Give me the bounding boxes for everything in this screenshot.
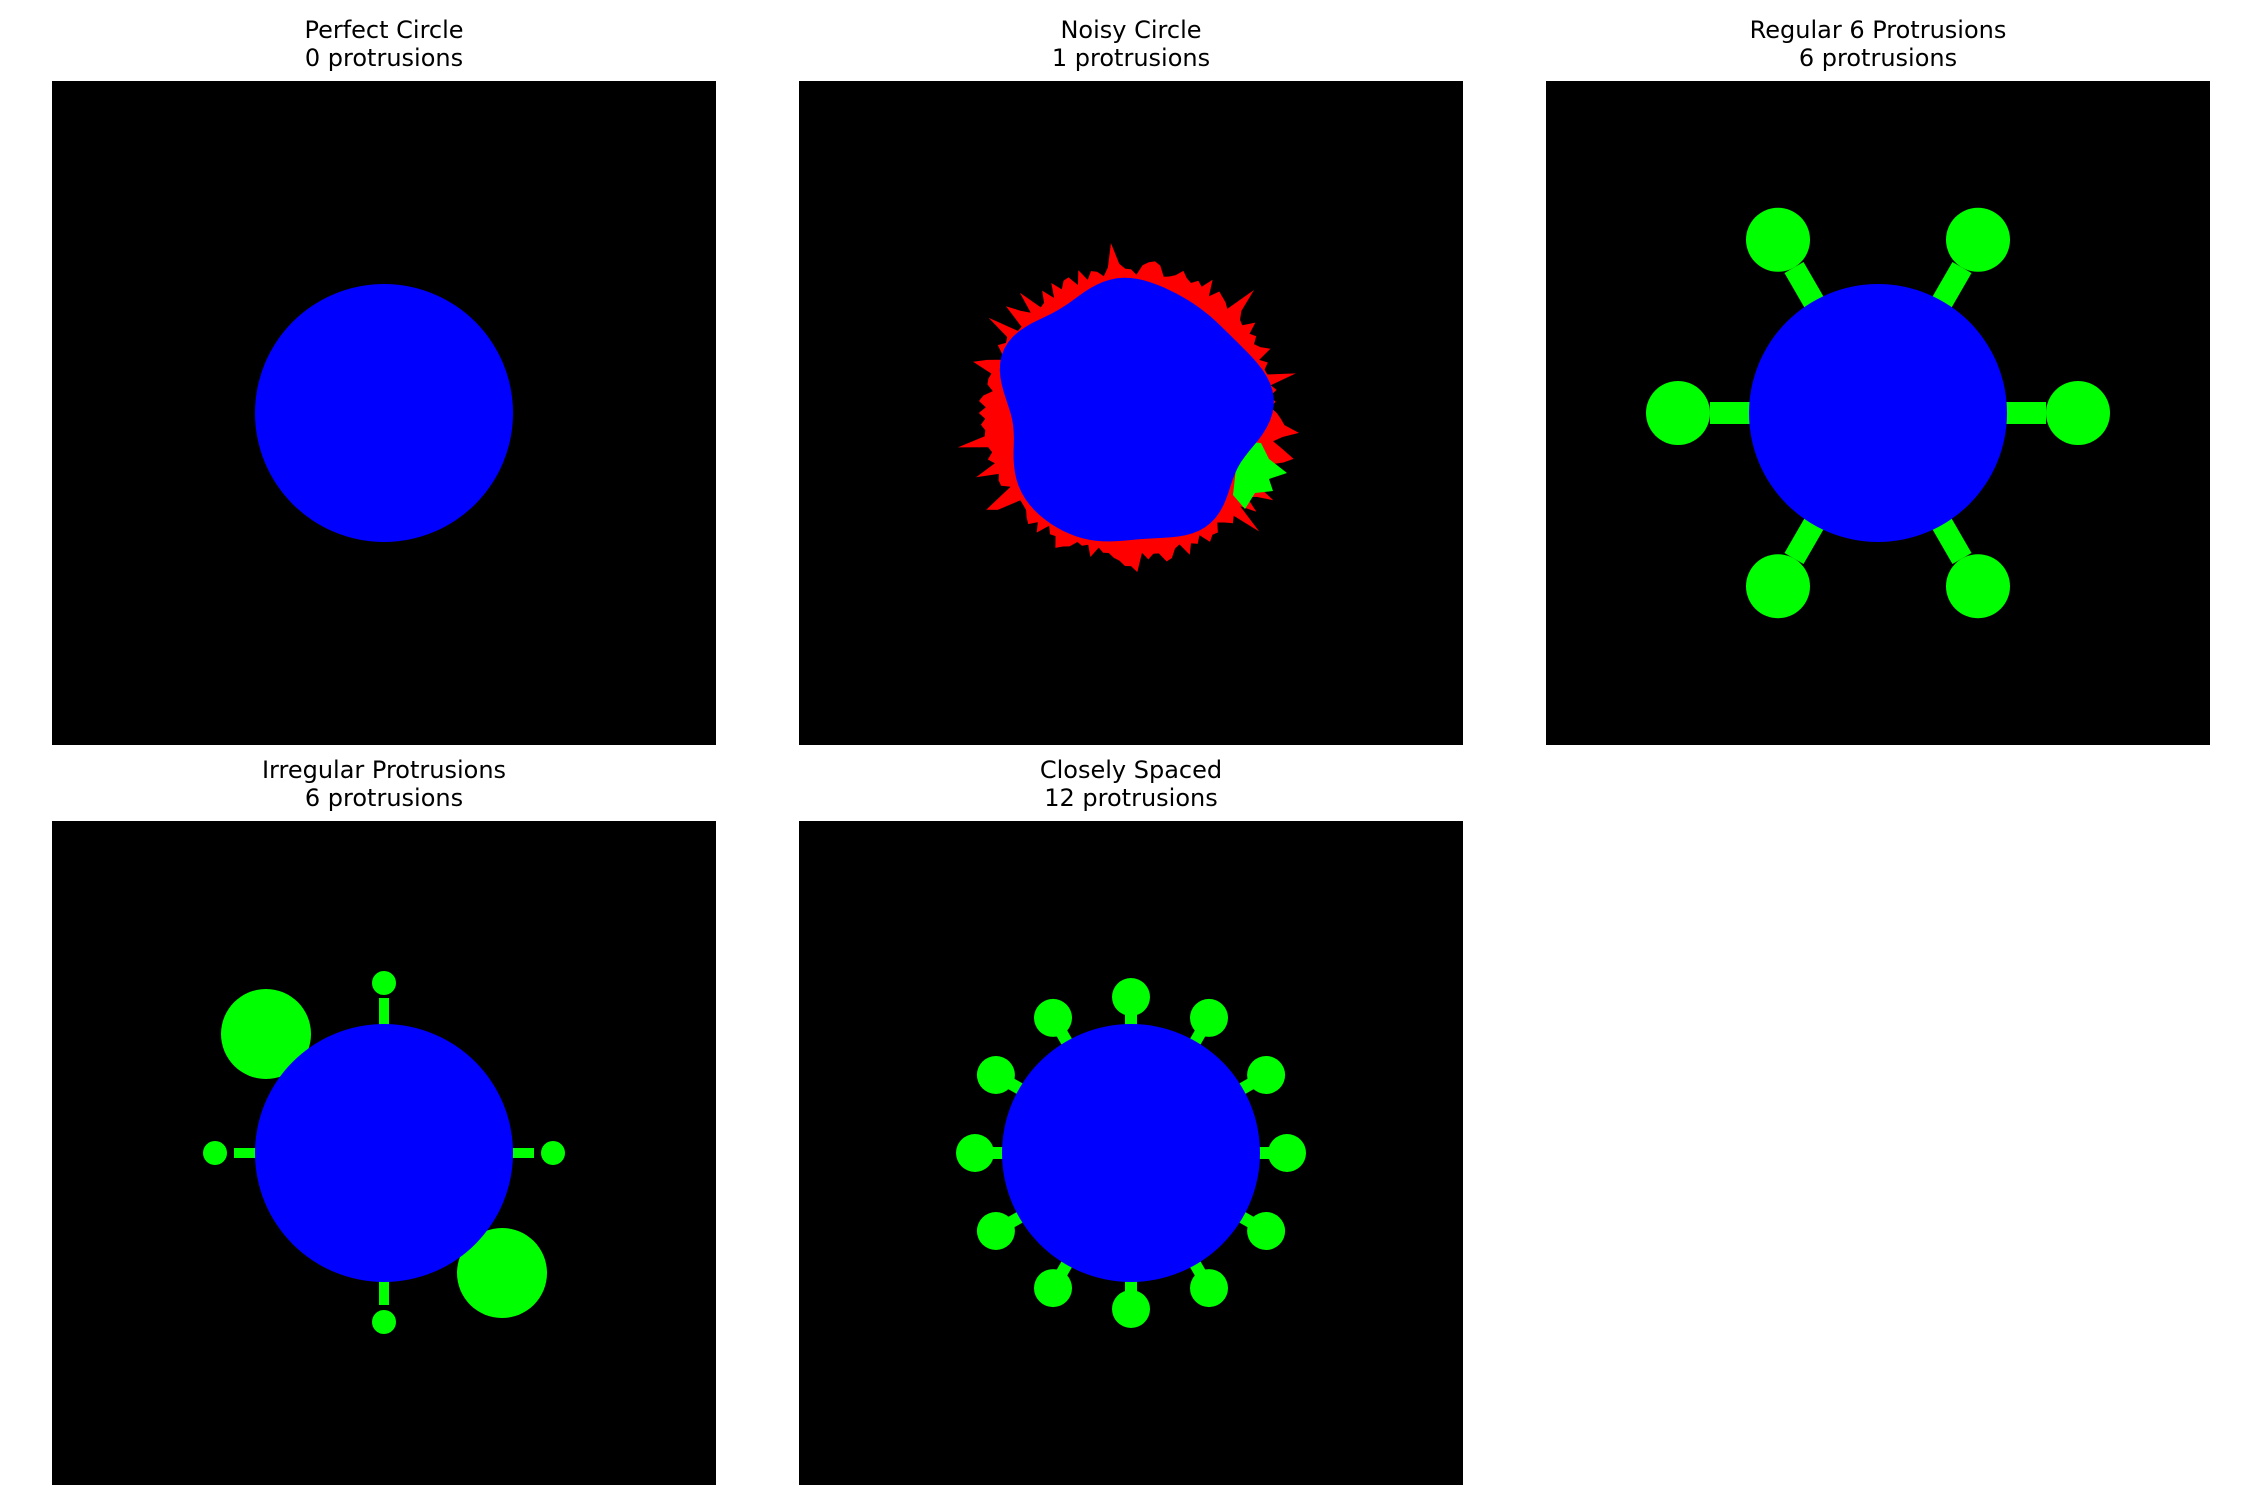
panel-title-irregular: Irregular Protrusions 6 protrusions <box>34 756 734 812</box>
panel-closely-spaced <box>799 821 1463 1485</box>
panel-title-text: Closely Spaced <box>1039 756 1223 784</box>
panel-title-text: Irregular Protrusions <box>261 756 507 784</box>
protrusion-tip <box>1247 1056 1286 1094</box>
panel-perfect-circle <box>52 81 716 745</box>
protrusion-tip <box>1946 207 2010 272</box>
panel-title-noisy-circle: Noisy Circle 1 protrusions <box>781 16 1481 72</box>
panel-title-text: Noisy Circle <box>1060 16 1202 44</box>
panel-title-closely-spaced: Closely Spaced 12 protrusions <box>781 756 1481 812</box>
panel-irregular-protrusions <box>52 821 716 1485</box>
panel-noisy-circle <box>799 81 1463 745</box>
protrusion-tip <box>1746 207 1810 272</box>
protrusion-tip <box>1112 1290 1150 1328</box>
protrusion-tip <box>1746 554 1810 619</box>
protrusion-tip <box>976 1212 1015 1250</box>
panel-title-perfect-circle: Perfect Circle 0 protrusions <box>34 16 734 72</box>
panel-subtitle-text: 12 protrusions <box>1044 784 1218 812</box>
cell-body <box>999 277 1274 542</box>
protrusion-tip <box>1946 554 2010 619</box>
protrusion-large <box>221 989 311 1079</box>
cell-body <box>1749 284 2007 542</box>
panel-regular-6-protrusions <box>1546 81 2210 745</box>
protrusion-tip <box>541 1141 565 1165</box>
panel-subtitle-text: 6 protrusions <box>1798 44 1958 72</box>
protrusion-tip <box>1112 978 1150 1016</box>
protrusion-large <box>457 1228 547 1318</box>
protrusion-tip <box>1190 998 1228 1037</box>
protrusion-tip <box>203 1141 227 1165</box>
protrusion-tip <box>372 1310 396 1334</box>
protrusion-tip <box>1034 1269 1072 1308</box>
cell-body <box>255 1024 513 1282</box>
protrusion-tip <box>1268 1134 1306 1172</box>
panel-title-regular-6: Regular 6 Protrusions 6 protrusions <box>1528 16 2228 72</box>
protrusion-tip <box>1034 998 1072 1037</box>
protrusion-fragment <box>1233 441 1287 509</box>
protrusion-tip <box>1190 1269 1228 1308</box>
protrusion-tip <box>372 971 396 995</box>
protrusion-tip <box>976 1056 1015 1094</box>
protrusion-tip <box>2046 381 2110 445</box>
panel-subtitle-text: 1 protrusions <box>1051 44 1211 72</box>
panel-subtitle-text: 6 protrusions <box>304 784 464 812</box>
cell-body <box>255 284 513 542</box>
protrusion-tip <box>956 1134 994 1172</box>
cell-body <box>1002 1024 1260 1282</box>
protrusion-tip <box>1646 381 1710 445</box>
panel-subtitle-text: 0 protrusions <box>304 44 464 72</box>
panel-title-text: Regular 6 Protrusions <box>1749 16 2007 44</box>
panel-title-text: Perfect Circle <box>304 16 464 44</box>
protrusion-tip <box>1247 1212 1286 1250</box>
